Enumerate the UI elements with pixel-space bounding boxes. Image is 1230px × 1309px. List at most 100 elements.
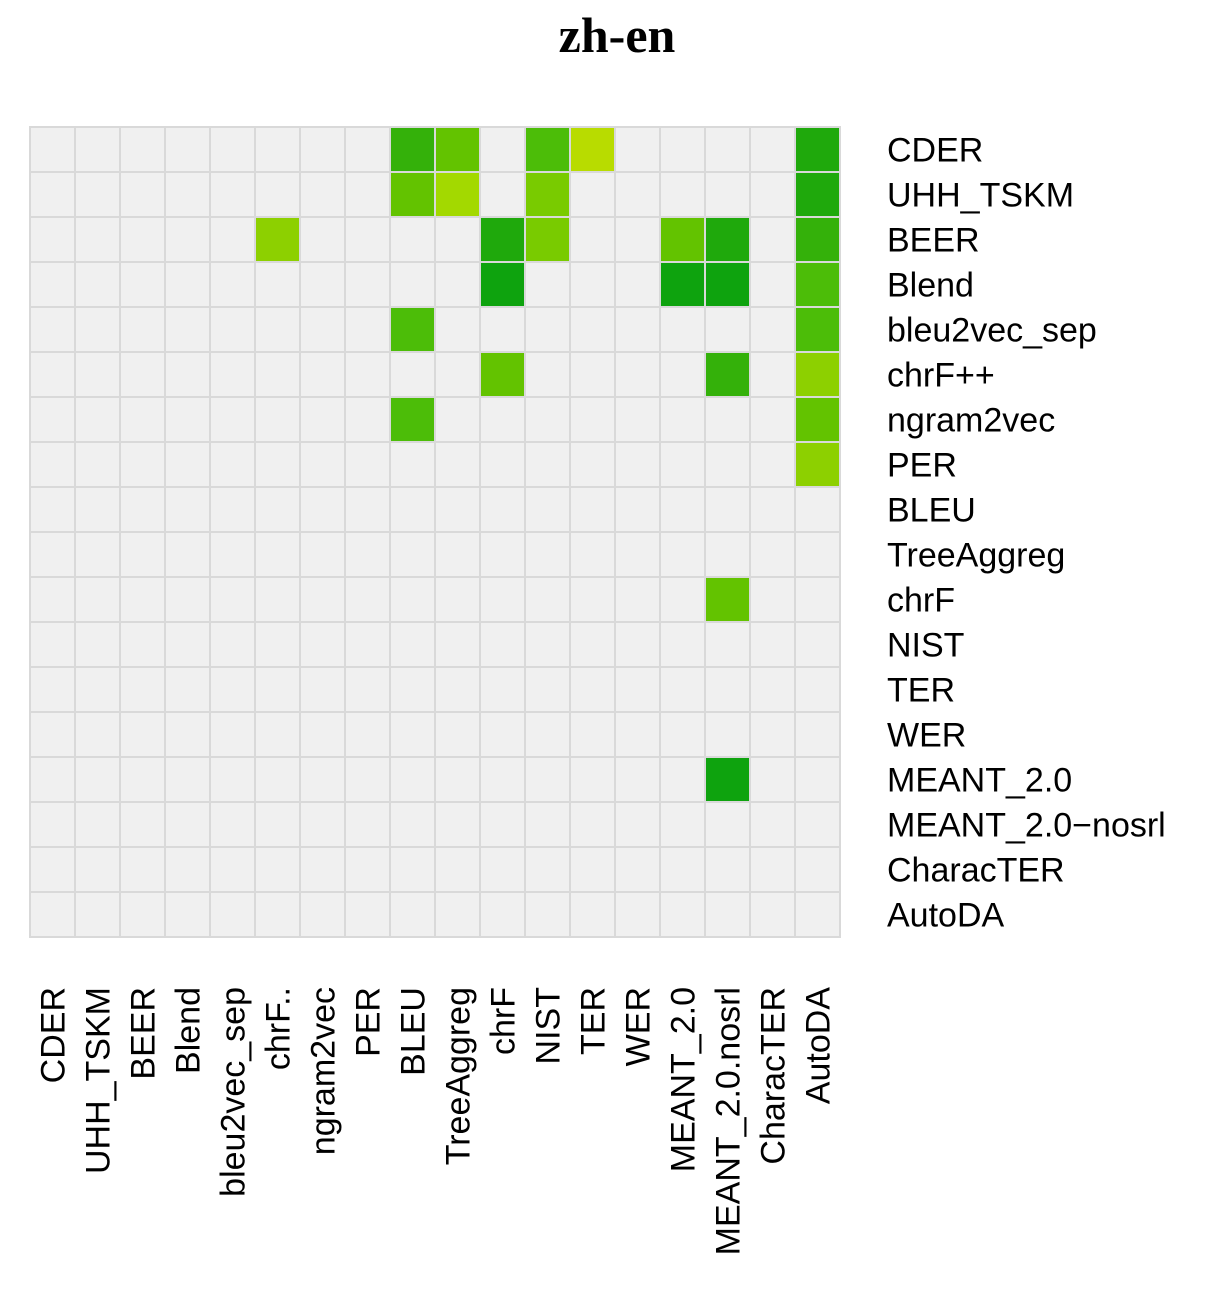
- heatmap-cell-r8-c12: [569, 486, 616, 533]
- heatmap-cell-r1-c15: [704, 171, 751, 218]
- heatmap-cell-r7-c11: [524, 441, 571, 488]
- heatmap-cell-r0-c8: [389, 126, 436, 173]
- heatmap-cell-r13-c8: [389, 711, 436, 758]
- heatmap-cell-r13-c7: [344, 711, 391, 758]
- column-label: CDER: [35, 987, 73, 1083]
- column-label: BLEU: [395, 987, 433, 1076]
- heatmap-cell-r9-c10: [479, 531, 526, 578]
- heatmap-cell-r1-c16: [749, 171, 796, 218]
- heatmap-cell-r11-c3: [164, 621, 211, 668]
- heatmap-cell-r0-c1: [74, 126, 121, 173]
- heatmap-cell-r11-c9: [434, 621, 481, 668]
- heatmap-cell-r4-c16: [749, 306, 796, 353]
- heatmap-cell-r13-c16: [749, 711, 796, 758]
- heatmap-cell-r2-c3: [164, 216, 211, 263]
- heatmap-cell-r4-c5: [254, 306, 301, 353]
- heatmap-cell-r15-c17: [794, 801, 841, 848]
- heatmap-cell-r4-c10: [479, 306, 526, 353]
- heatmap-cell-r6-c1: [74, 396, 121, 443]
- heatmap-cell-r17-c5: [254, 891, 301, 938]
- heatmap-cell-r7-c16: [749, 441, 796, 488]
- heatmap-cell-r7-c4: [209, 441, 256, 488]
- heatmap-cell-r15-c16: [749, 801, 796, 848]
- heatmap-cell-r14-c12: [569, 756, 616, 803]
- heatmap-cell-r6-c0: [29, 396, 76, 443]
- heatmap-cell-r14-c13: [614, 756, 661, 803]
- column-label: CharacTER: [755, 987, 793, 1165]
- heatmap-cell-r12-c14: [659, 666, 706, 713]
- heatmap-cell-r4-c1: [74, 306, 121, 353]
- row-label: CDER: [887, 132, 983, 170]
- column-label: TER: [575, 987, 613, 1055]
- heatmap-cell-r9-c15: [704, 531, 751, 578]
- heatmap-cell-r7-c8: [389, 441, 436, 488]
- heatmap-cell-r3-c1: [74, 261, 121, 308]
- heatmap-cell-r13-c13: [614, 711, 661, 758]
- heatmap-cell-r5-c7: [344, 351, 391, 398]
- heatmap-cell-r13-c14: [659, 711, 706, 758]
- heatmap-cell-r6-c7: [344, 396, 391, 443]
- heatmap-cell-r10-c6: [299, 576, 346, 623]
- row-label: BLEU: [887, 492, 976, 530]
- heatmap-cell-r14-c2: [119, 756, 166, 803]
- heatmap-cell-r13-c2: [119, 711, 166, 758]
- heatmap-cell-r17-c6: [299, 891, 346, 938]
- heatmap-cell-r4-c4: [209, 306, 256, 353]
- heatmap-cell-r11-c1: [74, 621, 121, 668]
- heatmap-cell-r3-c7: [344, 261, 391, 308]
- heatmap-cell-r8-c14: [659, 486, 706, 533]
- heatmap-cell-r11-c16: [749, 621, 796, 668]
- heatmap-cell-r10-c9: [434, 576, 481, 623]
- heatmap-cell-r7-c9: [434, 441, 481, 488]
- heatmap-cell-r9-c11: [524, 531, 571, 578]
- heatmap-cell-r16-c1: [74, 846, 121, 893]
- heatmap-cell-r10-c7: [344, 576, 391, 623]
- heatmap-cell-r5-c3: [164, 351, 211, 398]
- heatmap-cell-r7-c7: [344, 441, 391, 488]
- heatmap-cell-r14-c10: [479, 756, 526, 803]
- heatmap-cell-r9-c13: [614, 531, 661, 578]
- heatmap-cell-r17-c15: [704, 891, 751, 938]
- heatmap-cell-r17-c1: [74, 891, 121, 938]
- heatmap-cell-r9-c7: [344, 531, 391, 578]
- column-label: UHH_TSKM: [80, 987, 118, 1174]
- heatmap-cell-r4-c17: [794, 306, 841, 353]
- row-label: NIST: [887, 627, 964, 665]
- heatmap-cell-r8-c9: [434, 486, 481, 533]
- heatmap-cell-r14-c15: [704, 756, 751, 803]
- column-label: NIST: [530, 987, 568, 1064]
- heatmap-cell-r9-c2: [119, 531, 166, 578]
- heatmap-cell-r3-c16: [749, 261, 796, 308]
- heatmap-cell-r8-c0: [29, 486, 76, 533]
- heatmap-cell-r11-c0: [29, 621, 76, 668]
- heatmap-cell-r3-c17: [794, 261, 841, 308]
- heatmap-cell-r17-c7: [344, 891, 391, 938]
- heatmap-cells: [29, 126, 841, 938]
- heatmap-cell-r16-c6: [299, 846, 346, 893]
- heatmap-cell-r1-c5: [254, 171, 301, 218]
- heatmap-cell-r8-c2: [119, 486, 166, 533]
- heatmap-cell-r4-c3: [164, 306, 211, 353]
- heatmap-cell-r7-c1: [74, 441, 121, 488]
- heatmap-cell-r4-c0: [29, 306, 76, 353]
- heatmap-cell-r2-c2: [119, 216, 166, 263]
- heatmap-cell-r7-c15: [704, 441, 751, 488]
- heatmap-cell-r7-c14: [659, 441, 706, 488]
- heatmap-cell-r9-c8: [389, 531, 436, 578]
- heatmap-cell-r2-c17: [794, 216, 841, 263]
- heatmap-cell-r15-c10: [479, 801, 526, 848]
- heatmap-cell-r5-c5: [254, 351, 301, 398]
- heatmap-cell-r17-c9: [434, 891, 481, 938]
- heatmap-cell-r10-c13: [614, 576, 661, 623]
- heatmap-cell-r13-c11: [524, 711, 571, 758]
- heatmap-cell-r16-c5: [254, 846, 301, 893]
- heatmap-cell-r14-c14: [659, 756, 706, 803]
- heatmap-cell-r6-c13: [614, 396, 661, 443]
- heatmap-cell-r11-c8: [389, 621, 436, 668]
- row-label: TER: [887, 672, 955, 710]
- heatmap-cell-r8-c7: [344, 486, 391, 533]
- heatmap-cell-r15-c15: [704, 801, 751, 848]
- heatmap-cell-r14-c9: [434, 756, 481, 803]
- heatmap-cell-r6-c3: [164, 396, 211, 443]
- heatmap-cell-r0-c17: [794, 126, 841, 173]
